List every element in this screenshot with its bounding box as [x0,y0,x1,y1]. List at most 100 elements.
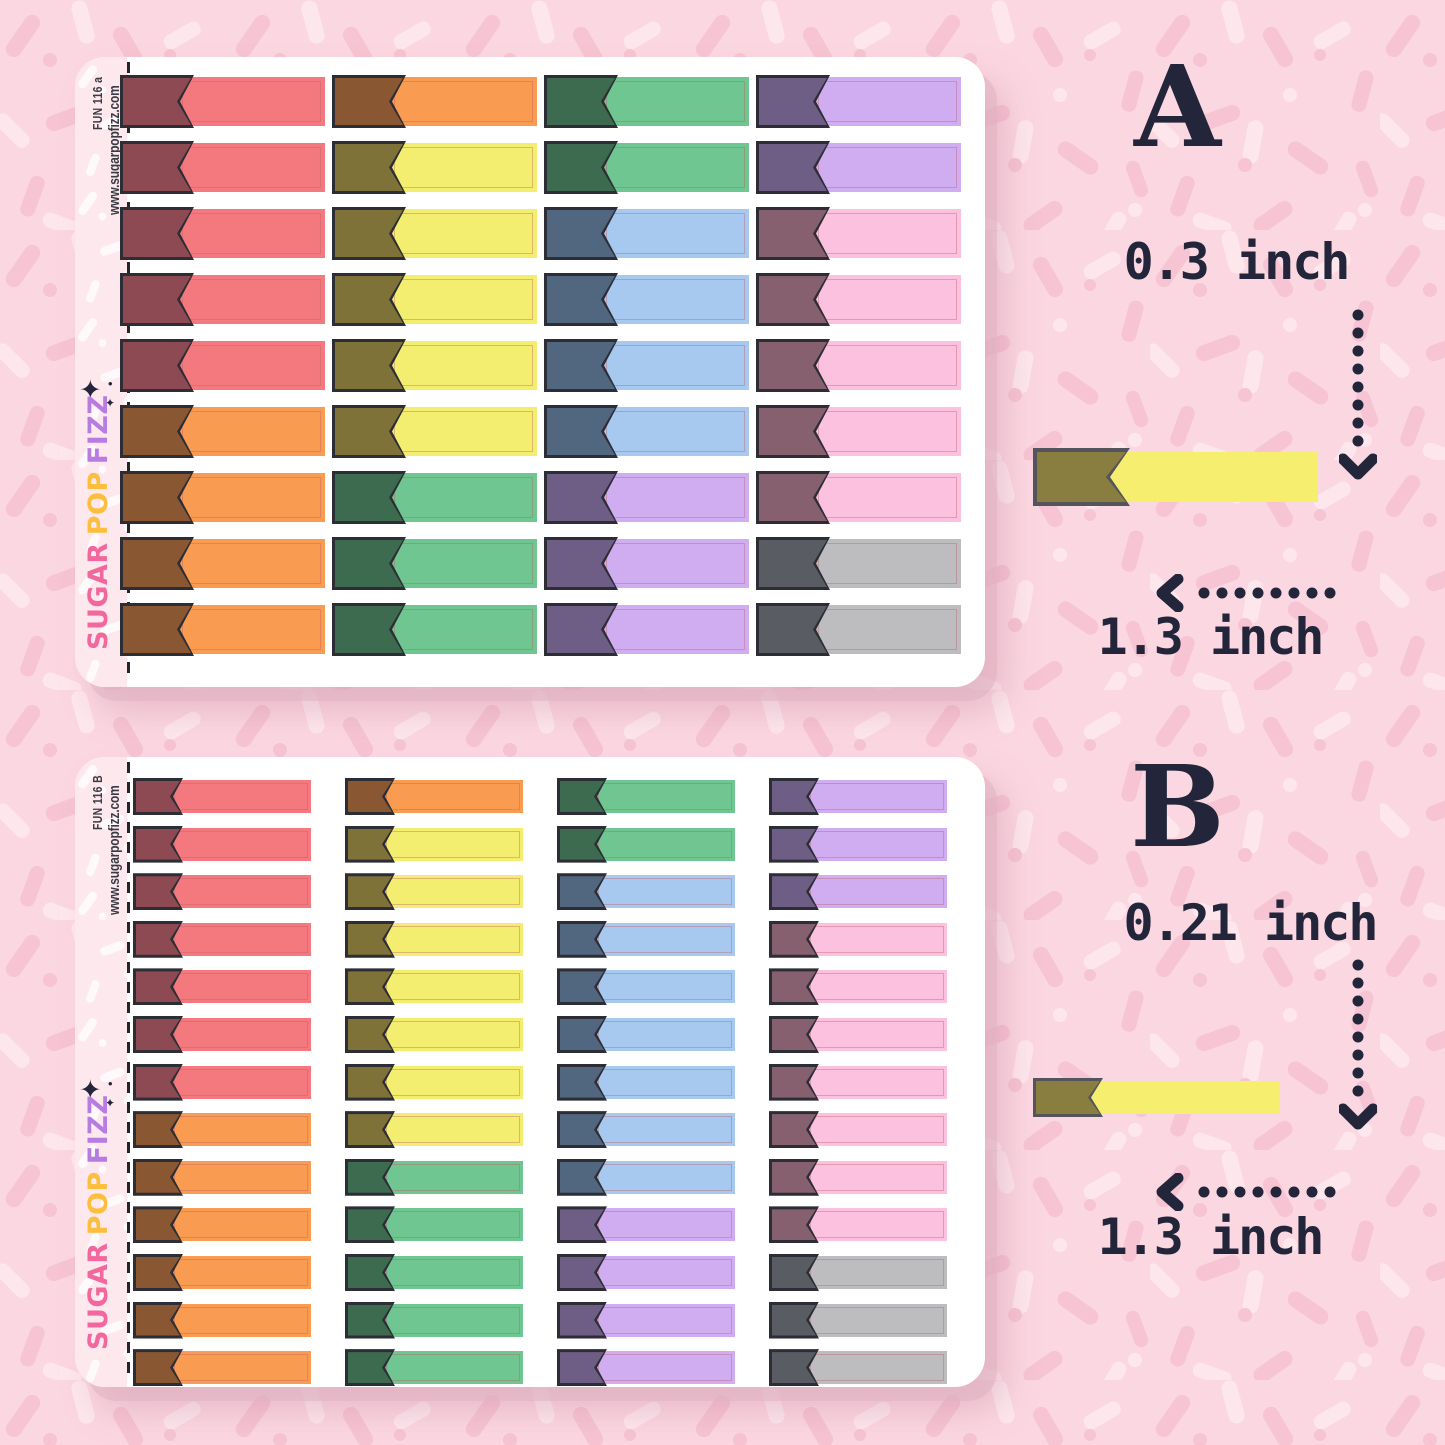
sticker-body [814,143,961,192]
sparkle-large: ✦ [79,375,102,405]
flag-sticker-pink [769,1111,947,1148]
sticker-body [814,209,961,258]
sticker-body [383,827,523,861]
sparkle-small: ✦ [105,1096,116,1110]
flag-sticker-orange [133,1254,311,1291]
flag-sticker-gray [769,1302,947,1339]
flag-sticker-lavender [544,471,749,524]
perforation-line [127,762,130,1382]
sticker-body [807,1065,947,1099]
flag-sticker-coral [133,1016,311,1053]
sample-sticker-body [1108,452,1318,502]
sparkle-small: ✦ [105,396,116,410]
sticker-body [171,1303,311,1337]
flag-sticker-blue [544,207,749,260]
flag-sticker-coral [133,1064,311,1101]
flag-sticker-orange [120,537,325,590]
sticker-body [807,1255,947,1289]
flag-sticker-green [332,603,537,656]
sheet-edge-strip: FUN 116 B www.sugarpopfizz.com ✦ ✦ • SUG… [75,757,127,1387]
flag-sticker-blue [544,405,749,458]
brand-logo: SUGAR POP FIZZ [83,1088,115,1350]
sticker-body [595,970,735,1004]
arrow-down-icon [1339,309,1377,480]
flag-sticker-lavender [557,1254,735,1291]
flag-sticker-coral [133,826,311,863]
size-letter-b: B [1130,742,1225,873]
sticker-body [807,875,947,909]
sample-sticker-b [1033,1078,1280,1117]
sticker-grid [120,75,961,656]
flag-sticker-lavender [557,1349,735,1386]
sticker-body [171,1017,311,1051]
sticker-body [390,275,537,324]
sparkle-dot: • [108,376,113,391]
sticker-body [807,827,947,861]
sticker-body [171,827,311,861]
sticker-body [814,539,961,588]
flag-sticker-orange [120,603,325,656]
sticker-body [814,77,961,126]
sticker-body [171,1208,311,1242]
flag-sticker-lavender [769,873,947,910]
sticker-body [595,922,735,956]
sticker-body [807,1017,947,1051]
sticker-body [171,1113,311,1147]
flag-sticker-orange [332,75,537,128]
flag-sticker-coral [120,339,325,392]
sticker-body [595,1351,735,1385]
flag-sticker-yellow [345,826,523,863]
sticker-body [602,77,749,126]
sheet-code: FUN 116 a [90,76,105,130]
sticker-sheet-a: FUN 116 a www.sugarpopfizz.com ✦ ✦ • SUG… [75,57,985,687]
sticker-body [814,605,961,654]
sticker-body [171,1351,311,1385]
flag-sticker-blue [557,873,735,910]
flag-sticker-gray [756,603,961,656]
sticker-body [807,1351,947,1385]
flag-sticker-green [345,1254,523,1291]
sticker-body [390,473,537,522]
flag-sticker-blue [557,1064,735,1101]
flag-sticker-coral [133,968,311,1005]
sticker-body [602,407,749,456]
sticker-body [178,209,325,258]
flag-sticker-orange [133,1206,311,1243]
sticker-body [171,1255,311,1289]
sticker-body [383,875,523,909]
flag-sticker-gray [769,1254,947,1291]
sticker-body [383,1017,523,1051]
flag-sticker-orange [133,1302,311,1339]
sticker-body [383,1255,523,1289]
flag-sticker-pink [769,1064,947,1101]
sheet-edge-strip: FUN 116 a www.sugarpopfizz.com ✦ ✦ • SUG… [75,57,127,687]
flag-sticker-yellow [345,1064,523,1101]
sticker-body [602,209,749,258]
brand-word: SUGAR [83,1242,114,1350]
sticker-body [390,209,537,258]
brand-word: FIZZ [83,394,114,465]
brand-logo: SUGAR POP FIZZ [83,388,115,650]
sticker-body [807,1208,947,1242]
sticker-sheet-b: FUN 116 B www.sugarpopfizz.com ✦ ✦ • SUG… [75,757,985,1387]
sticker-body [383,1351,523,1385]
flag-sticker-blue [557,968,735,1005]
flag-sticker-green [345,1159,523,1196]
sticker-body [178,275,325,324]
flag-sticker-yellow [332,207,537,260]
sticker-body [171,875,311,909]
sticker-body [178,605,325,654]
sticker-body [814,275,961,324]
flag-sticker-lavender [756,75,961,128]
flag-sticker-orange [120,471,325,524]
sticker-body [171,970,311,1004]
flag-sticker-yellow [332,339,537,392]
flag-sticker-pink [756,339,961,392]
sticker-body [383,1208,523,1242]
flag-sticker-yellow [332,405,537,458]
width-dimension-label: 1.3 inch [1097,608,1325,666]
flag-sticker-green [557,826,735,863]
sticker-body [178,539,325,588]
flag-sticker-pink [756,405,961,458]
